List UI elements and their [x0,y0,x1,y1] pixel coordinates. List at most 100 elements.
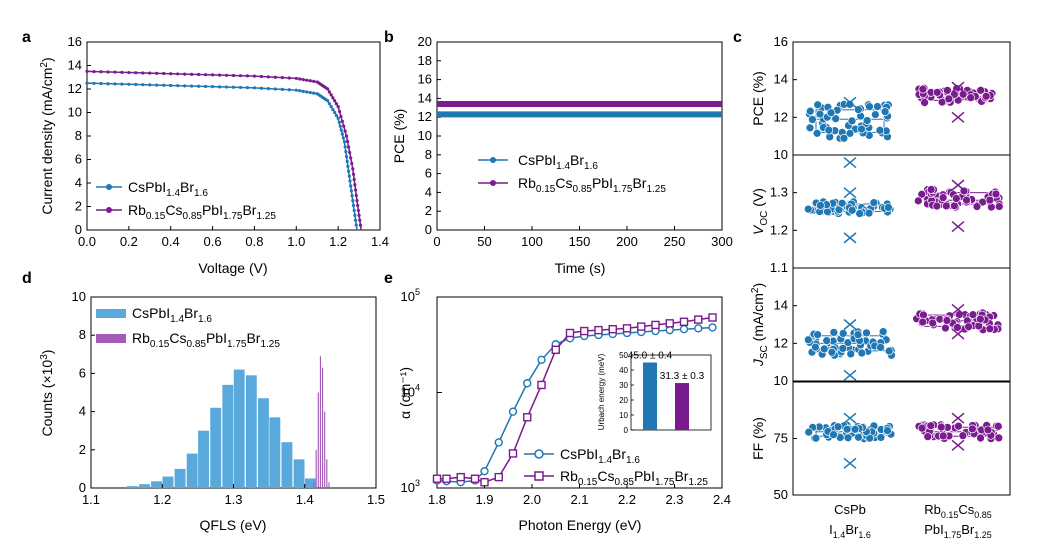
legend-swatch-rb-d [96,334,126,343]
stat-point-blue [843,433,853,443]
legend-marker-cs-e [534,449,544,459]
inset-y-tick-label: 0 [624,426,629,435]
stat-point-blue [869,198,879,207]
stat-point-purple [976,314,985,324]
stat-point-purple [985,195,995,205]
data-point [294,76,298,81]
data-point [344,150,348,154]
stat-point-blue [838,329,848,338]
y-tick-label: 6 [75,152,82,167]
panel-a-jv-curve: 0.0 0.2 0.4 0.6 0.8 1.0 1.2 1.4 0 2 4 6 8 10 12 14 16 Vo… [39,34,389,276]
histogram-bar-blue_light [174,468,186,488]
panel-a-xlabel: Voltage (V) [198,260,267,276]
stat-point-blue [876,343,885,352]
stat-point-purple [993,421,1003,431]
x-tick-label: 2.1 [570,492,588,507]
data-point [337,109,342,114]
data-point [176,72,180,76]
data-point [92,69,96,74]
panel-b-stability: 0 50 100 150 200 250 300 0 2 4 6 8 10 12 14 16 18 20 Time… [391,34,733,276]
histogram-bar-purple_light [317,392,319,488]
x-tick-label: 2.0 [523,492,541,507]
stat-point-purple [938,193,948,202]
stat-point-purple [964,322,973,332]
y-tick-label: 8 [79,327,86,342]
extreme-marker-purple [951,179,965,191]
histogram-bar-blue_light [126,486,138,488]
x-tick-label: 1.9 [475,492,493,507]
histogram-bar-purple_light [326,459,328,488]
y-tick-label: 2 [75,199,82,214]
data-point [340,132,344,136]
x-tick-label: 0.8 [245,234,263,249]
data-point-square [494,472,503,482]
data-point [162,71,166,76]
stat-point-purple [941,323,950,333]
histogram-bar-blue_light [138,484,150,488]
data-point [197,72,201,77]
extreme-marker-blue [843,369,857,381]
ylabel-part: V [750,224,766,235]
data-point-square [480,478,489,487]
data-point [326,99,330,103]
y-tick-label: 6 [425,166,432,181]
inset-bar-label: 31.3 ± 0.3 [660,371,705,382]
stat-point-blue [843,338,853,347]
x-tick-label: 2.4 [713,492,731,507]
data-point [354,223,358,227]
data-point [141,83,145,87]
stat-point-purple [920,98,929,107]
stat-point-blue [850,424,860,434]
data-point [344,154,349,159]
y-tick-label: 10 [774,373,788,388]
data-point [342,124,346,128]
inset-y-tick-label: 20 [619,396,628,405]
y-tick-exp: 4 [415,383,420,393]
stat-point-blue [803,204,813,214]
panel-d-xlabel: QFLS (eV) [200,517,267,533]
stat-point-purple [958,89,968,99]
data-point-circle [694,324,703,333]
x-tick-label: 1.8 [428,492,446,507]
histogram-bar-blue_light [281,442,293,488]
stat-point-purple [932,201,942,211]
data-point [353,218,358,222]
y-tick-label: 12 [774,109,788,124]
stat-point-blue [815,109,825,119]
histogram-bar-blue_light [233,369,245,488]
y-tick-exp: 5 [415,287,420,297]
data-point-square [594,325,603,335]
panel-e-xlabel: Photon Energy (eV) [519,517,642,533]
data-point [259,74,264,79]
y-tick-label: 104 [401,383,420,400]
stat-point-purple [913,196,923,206]
stat-point-blue [829,328,839,337]
data-point [134,82,138,87]
histogram-bar-purple_light [321,367,324,488]
stat-point-blue [878,327,888,336]
data-point [329,93,333,97]
data-point [169,83,173,88]
panel-c-cat1-line1: CsPb [834,502,866,517]
stat-point-blue [842,424,852,434]
data-point-square [551,345,560,354]
panel-c-subplot-frame [792,267,1011,382]
stat-point-blue [803,335,813,345]
data-point [346,164,350,168]
inset-y-tick-label: 40 [619,366,628,375]
x-tick-label: 0.2 [120,234,138,249]
x-tick-label: 1.0 [287,234,305,249]
data-point-circle [537,355,546,364]
data-point [343,129,347,133]
data-point [336,116,340,120]
data-point [345,139,350,144]
stat-point-purple [936,422,946,432]
stat-point-purple [938,431,948,441]
data-point [327,102,332,106]
stat-point-blue [883,426,892,435]
stat-point-blue [857,348,867,358]
data-point [85,81,89,85]
stat-point-blue [823,207,832,217]
data-point [301,89,305,93]
